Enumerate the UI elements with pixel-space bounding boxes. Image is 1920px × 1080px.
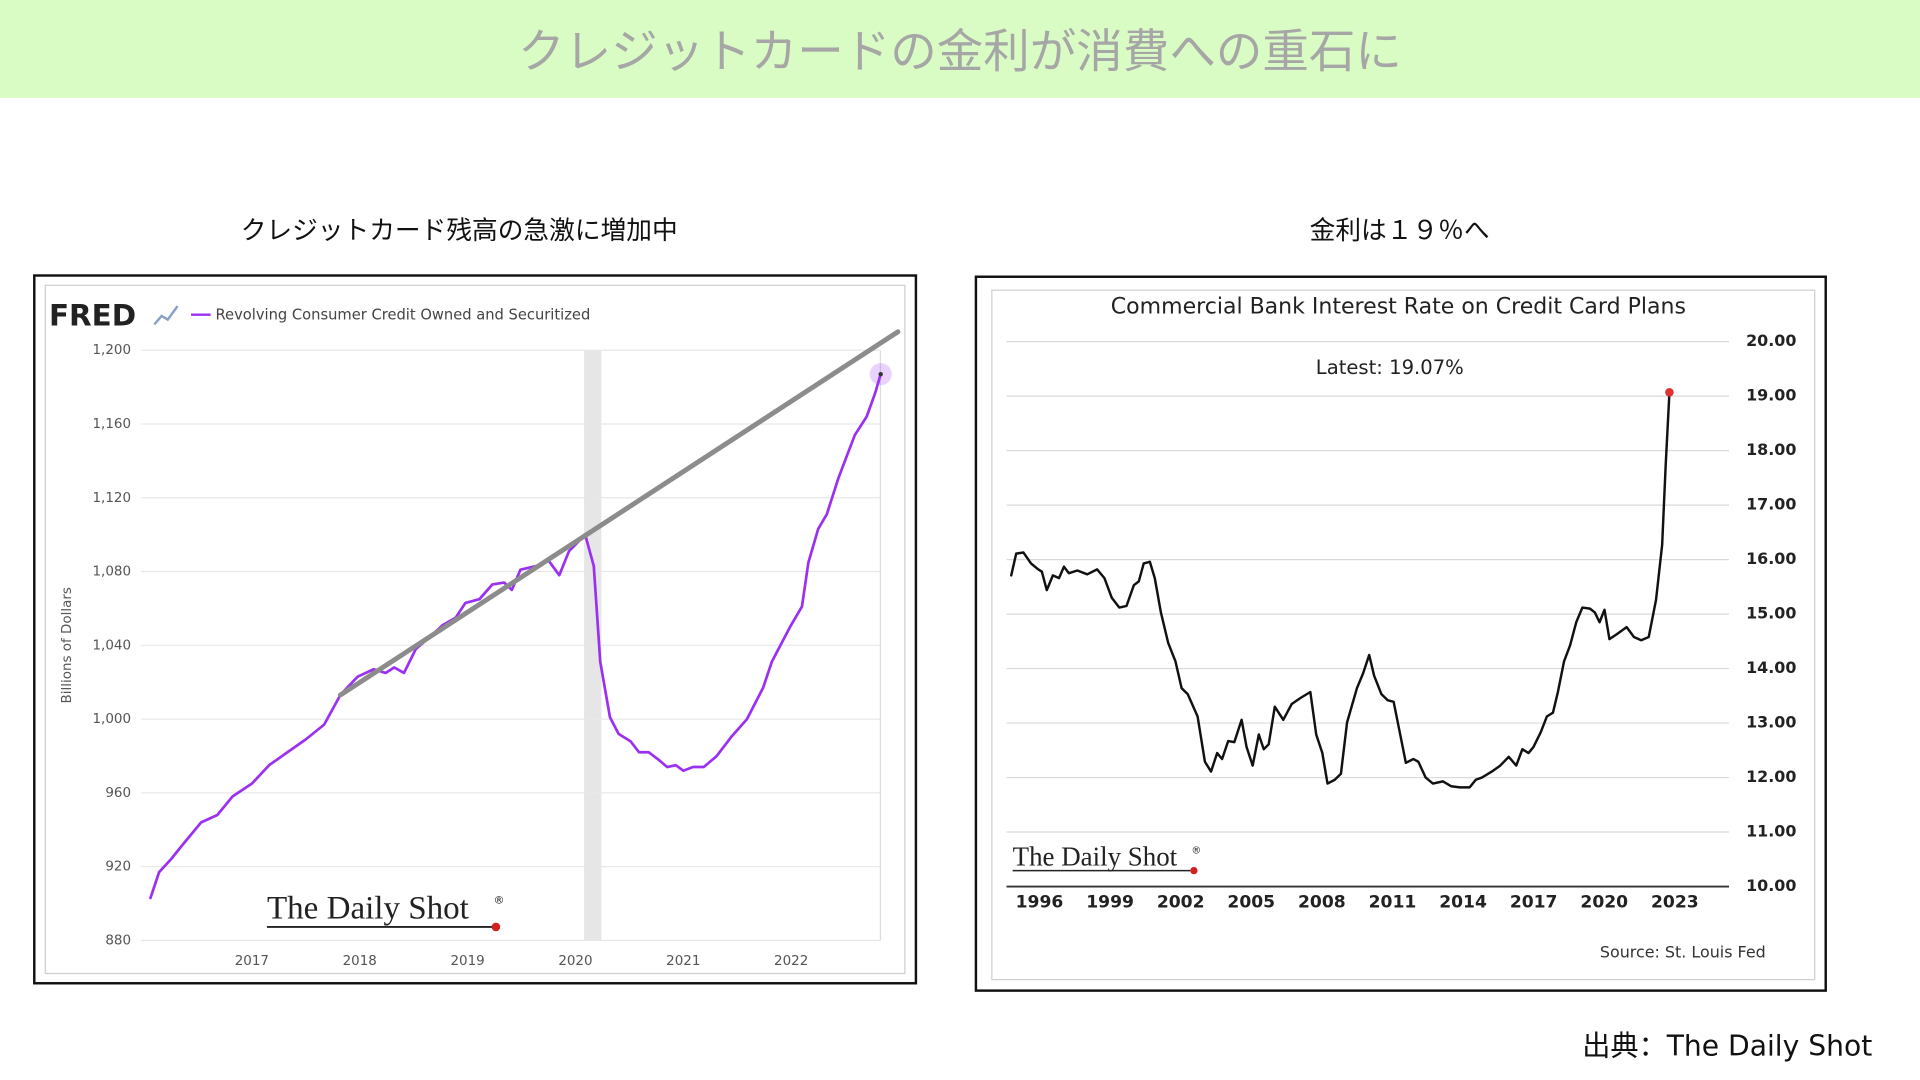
overlay: The Daily Shot ® The Daily Shot ® [266, 842, 1201, 932]
chart-title: Commercial Bank Interest Rate on Credit … [1111, 294, 1686, 319]
brand-logo: FRED [49, 299, 136, 333]
slide-title: クレジットカードの金利が消費への重石に [518, 24, 1402, 78]
y-tick-label: 20.00 [1746, 331, 1796, 350]
series-line [149, 372, 883, 900]
watermark-mark: ® [1191, 845, 1201, 856]
y-tick-label: 12.00 [1746, 767, 1796, 786]
y-tick-label: 14.00 [1746, 658, 1796, 677]
x-tick-label: 2021 [666, 954, 700, 969]
x-tick-label: 2005 [1227, 892, 1275, 912]
x-tick-label: 2017 [1510, 892, 1558, 912]
x-tick-label: 2019 [450, 954, 484, 969]
y-tick-label: 19.00 [1746, 386, 1796, 405]
y-tick-label: 920 [105, 860, 131, 875]
series-line [1010, 391, 1671, 789]
x-tick-label: 2002 [1157, 892, 1205, 912]
x-tick-label: 1999 [1086, 892, 1134, 912]
x-tick-label: 2018 [343, 954, 377, 969]
x-tick-label: 2022 [774, 954, 808, 969]
x-tick-label: 2020 [558, 954, 592, 969]
x-tick-label: 2014 [1439, 892, 1487, 912]
legend-label: Revolving Consumer Credit Owned and Secu… [216, 307, 591, 324]
x-tick-label: 2020 [1580, 892, 1628, 912]
watermark-mark: ® [493, 894, 504, 907]
y-axis-label: Billions of Dollars [60, 587, 75, 703]
y-tick-label: 18.00 [1746, 440, 1796, 459]
brand-icon [153, 305, 179, 326]
watermark: The Daily Shot [1013, 842, 1178, 872]
x-tick-label: 2017 [235, 954, 269, 969]
watermark-dot [491, 922, 501, 932]
annotation: Latest: 19.07% [1316, 356, 1464, 379]
x-tick-label: 2011 [1369, 892, 1417, 912]
chart-source: Source: St. Louis Fed [1600, 943, 1766, 962]
chart-inner-frame [991, 289, 1816, 981]
y-tick-label: 17.00 [1746, 495, 1796, 514]
y-tick-label: 16.00 [1746, 549, 1796, 568]
y-tick-label: 1,200 [93, 343, 132, 358]
y-tick-label: 11.00 [1746, 822, 1796, 841]
y-tick-label: 15.00 [1746, 604, 1796, 623]
y-tick-label: 1,000 [93, 712, 132, 727]
y-tick-label: 13.00 [1746, 713, 1796, 732]
y-tick-label: 960 [105, 786, 131, 801]
watermark-dot [1190, 866, 1198, 875]
y-tick-label: 1,120 [93, 491, 132, 506]
trend-line [337, 329, 901, 698]
latest-point [878, 371, 883, 377]
watermark: The Daily Shot [267, 890, 469, 926]
header-band [0, 0, 1920, 98]
y-tick-label: 880 [105, 933, 131, 948]
y-tick-label: 1,040 [93, 638, 132, 653]
slide-source: 出典：The Daily Shot [1582, 1030, 1872, 1063]
x-tick-label: 2008 [1298, 892, 1346, 912]
chart-caption: クレジットカード残高の急激に増加中 [241, 216, 678, 246]
y-tick-label: 1,080 [93, 565, 132, 580]
x-tick-label: 2023 [1651, 892, 1699, 912]
chart-caption: 金利は１９％へ [1310, 216, 1490, 246]
annotation-backdrop [1261, 348, 1516, 389]
chart-inner-frame [44, 284, 906, 975]
y-tick-label: 1,160 [93, 417, 132, 432]
y-tick-label: 10.00 [1746, 876, 1796, 895]
x-tick-label: 1996 [1016, 892, 1064, 912]
plots: 880 920 960 1,000 1,040 1,080 1,120 1,160 1,200 2… [93, 329, 1796, 969]
latest-point [1665, 388, 1674, 397]
